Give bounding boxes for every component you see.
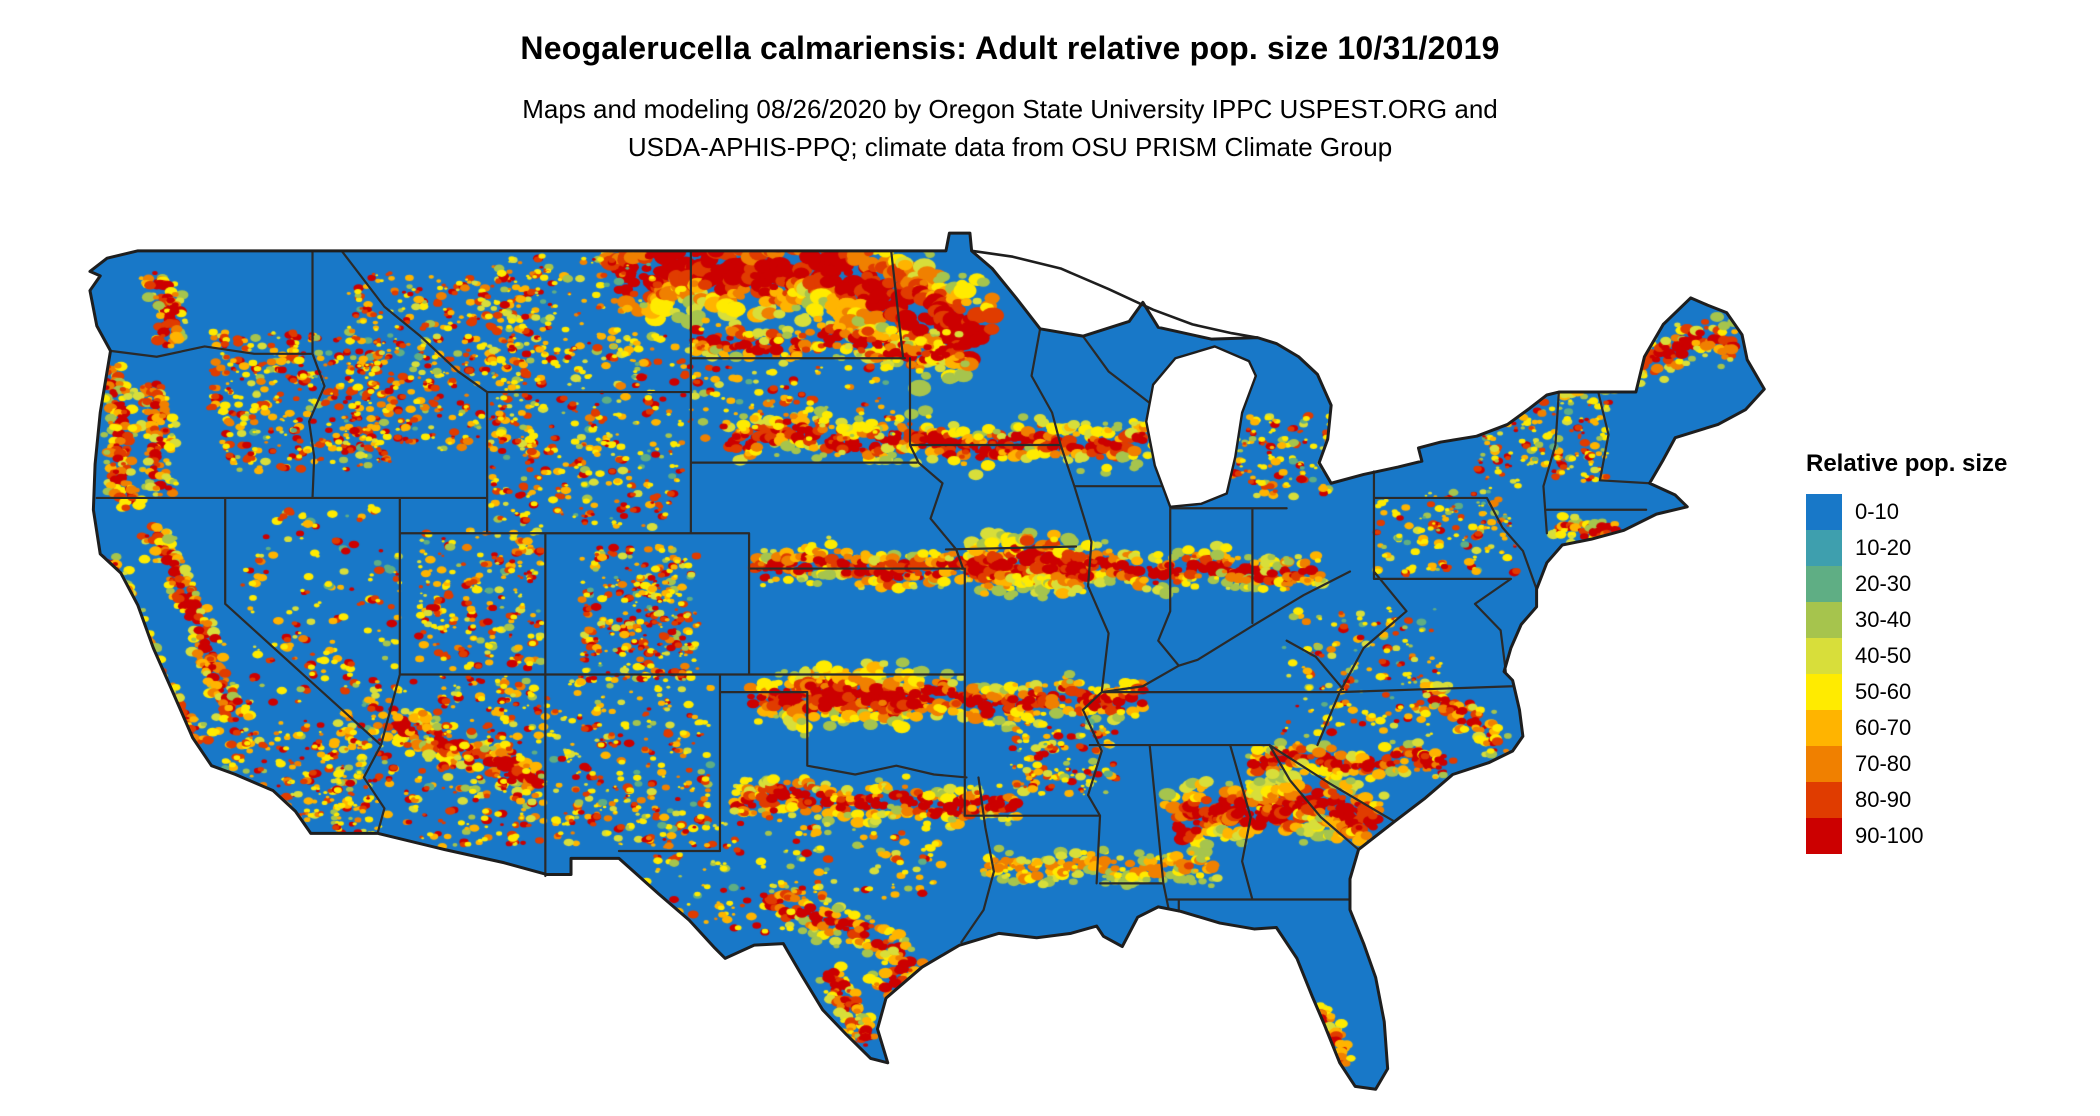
legend-swatch xyxy=(1806,710,1842,746)
us-map xyxy=(54,192,1766,1104)
us-map-borders-overlay xyxy=(54,192,1766,1104)
us-heat-raster xyxy=(54,192,1766,1104)
legend-row: 40-50 xyxy=(1806,638,2007,674)
subtitle-line-1: Maps and modeling 08/26/2020 by Oregon S… xyxy=(522,94,1498,124)
legend-label: 60-70 xyxy=(1855,715,1912,740)
legend-swatch xyxy=(1806,638,1842,674)
legend-label: 30-40 xyxy=(1855,607,1912,632)
legend-row: 20-30 xyxy=(1806,566,2007,602)
legend-swatch xyxy=(1806,566,1842,602)
legend-label: 20-30 xyxy=(1855,571,1912,596)
legend-label: 70-80 xyxy=(1855,751,1912,776)
legend-row: 0-10 xyxy=(1806,494,2007,530)
legend-row: 10-20 xyxy=(1806,530,2007,566)
legend-swatch xyxy=(1806,530,1842,566)
legend-swatch xyxy=(1806,818,1842,854)
legend-swatch xyxy=(1806,602,1842,638)
legend-row: 90-100 xyxy=(1806,818,2007,854)
legend-label: 10-20 xyxy=(1855,535,1912,560)
legend-label: 90-100 xyxy=(1855,823,1924,848)
page-subtitle: Maps and modeling 08/26/2020 by Oregon S… xyxy=(0,91,2020,166)
legend-label: 50-60 xyxy=(1855,679,1912,704)
map-header: Neogalerucella calmariensis: Adult relat… xyxy=(0,30,2020,166)
legend-swatch xyxy=(1806,746,1842,782)
legend-row: 30-40 xyxy=(1806,602,2007,638)
legend: Relative pop. size 0-10 10-20 20-30 30-40 40… xyxy=(1806,450,2007,854)
legend-label: 40-50 xyxy=(1855,643,1912,668)
legend-swatch xyxy=(1806,674,1842,710)
page-title: Neogalerucella calmariensis: Adult relat… xyxy=(520,30,1500,66)
legend-swatch xyxy=(1806,494,1842,530)
legend-label: 0-10 xyxy=(1855,499,1900,524)
legend-row: 50-60 xyxy=(1806,674,2007,710)
subtitle-line-2: USDA-APHIS-PPQ; climate data from OSU PR… xyxy=(627,131,1393,162)
legend-items: 0-10 10-20 20-30 30-40 40-50 50-60 60-70 70-80 8… xyxy=(1806,494,2007,854)
legend-label: 80-90 xyxy=(1855,787,1912,812)
legend-row: 60-70 xyxy=(1806,710,2007,746)
legend-swatch xyxy=(1806,782,1842,818)
legend-row: 70-80 xyxy=(1806,746,2007,782)
legend-title: Relative pop. size xyxy=(1806,450,2008,477)
legend-row: 80-90 xyxy=(1806,782,2007,818)
